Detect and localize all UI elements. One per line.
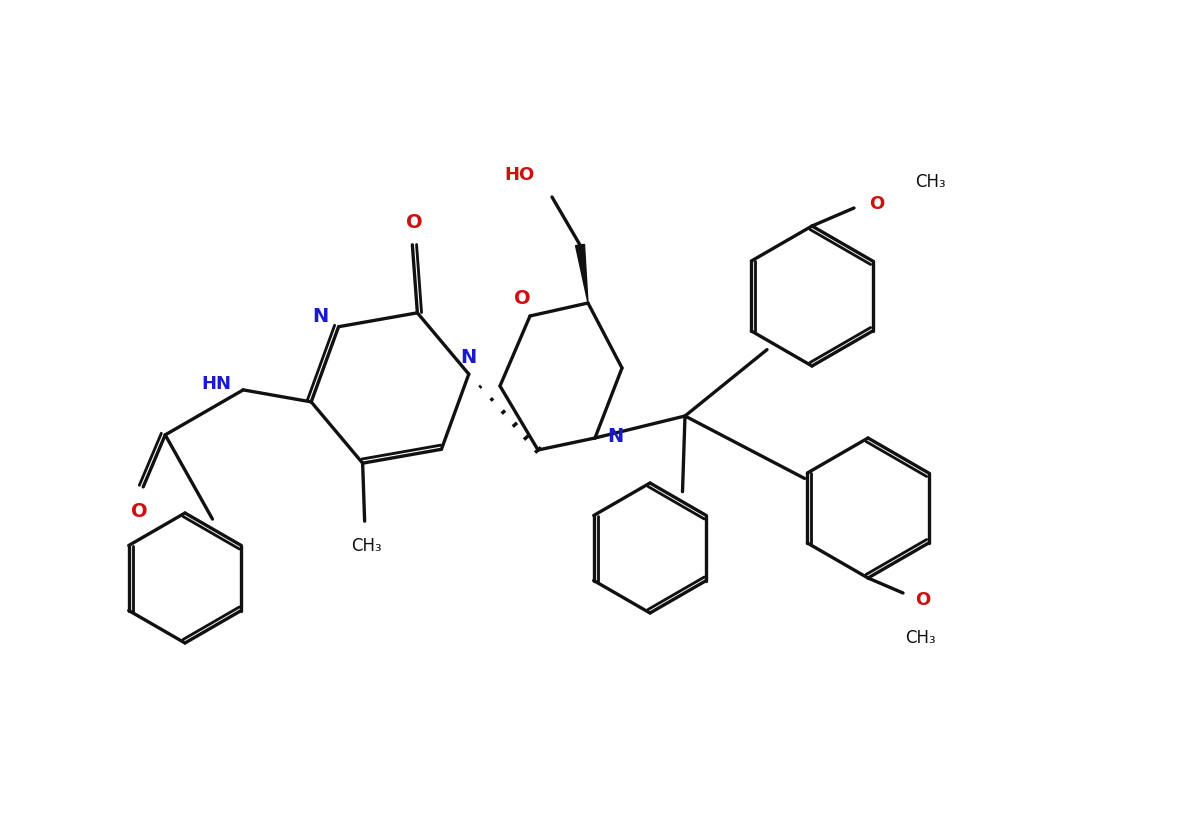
Text: HO: HO	[505, 166, 536, 184]
Text: O: O	[131, 503, 148, 521]
Text: O: O	[514, 288, 531, 308]
Text: O: O	[915, 591, 931, 609]
Text: CH₃: CH₃	[904, 629, 935, 647]
Text: O: O	[870, 195, 884, 213]
Text: N: N	[461, 348, 477, 366]
Text: N: N	[607, 427, 624, 446]
Text: N: N	[313, 308, 328, 326]
Text: CH₃: CH₃	[351, 537, 382, 556]
Polygon shape	[576, 245, 588, 303]
Text: CH₃: CH₃	[915, 173, 945, 191]
Text: O: O	[406, 214, 422, 232]
Text: HN: HN	[201, 375, 231, 393]
